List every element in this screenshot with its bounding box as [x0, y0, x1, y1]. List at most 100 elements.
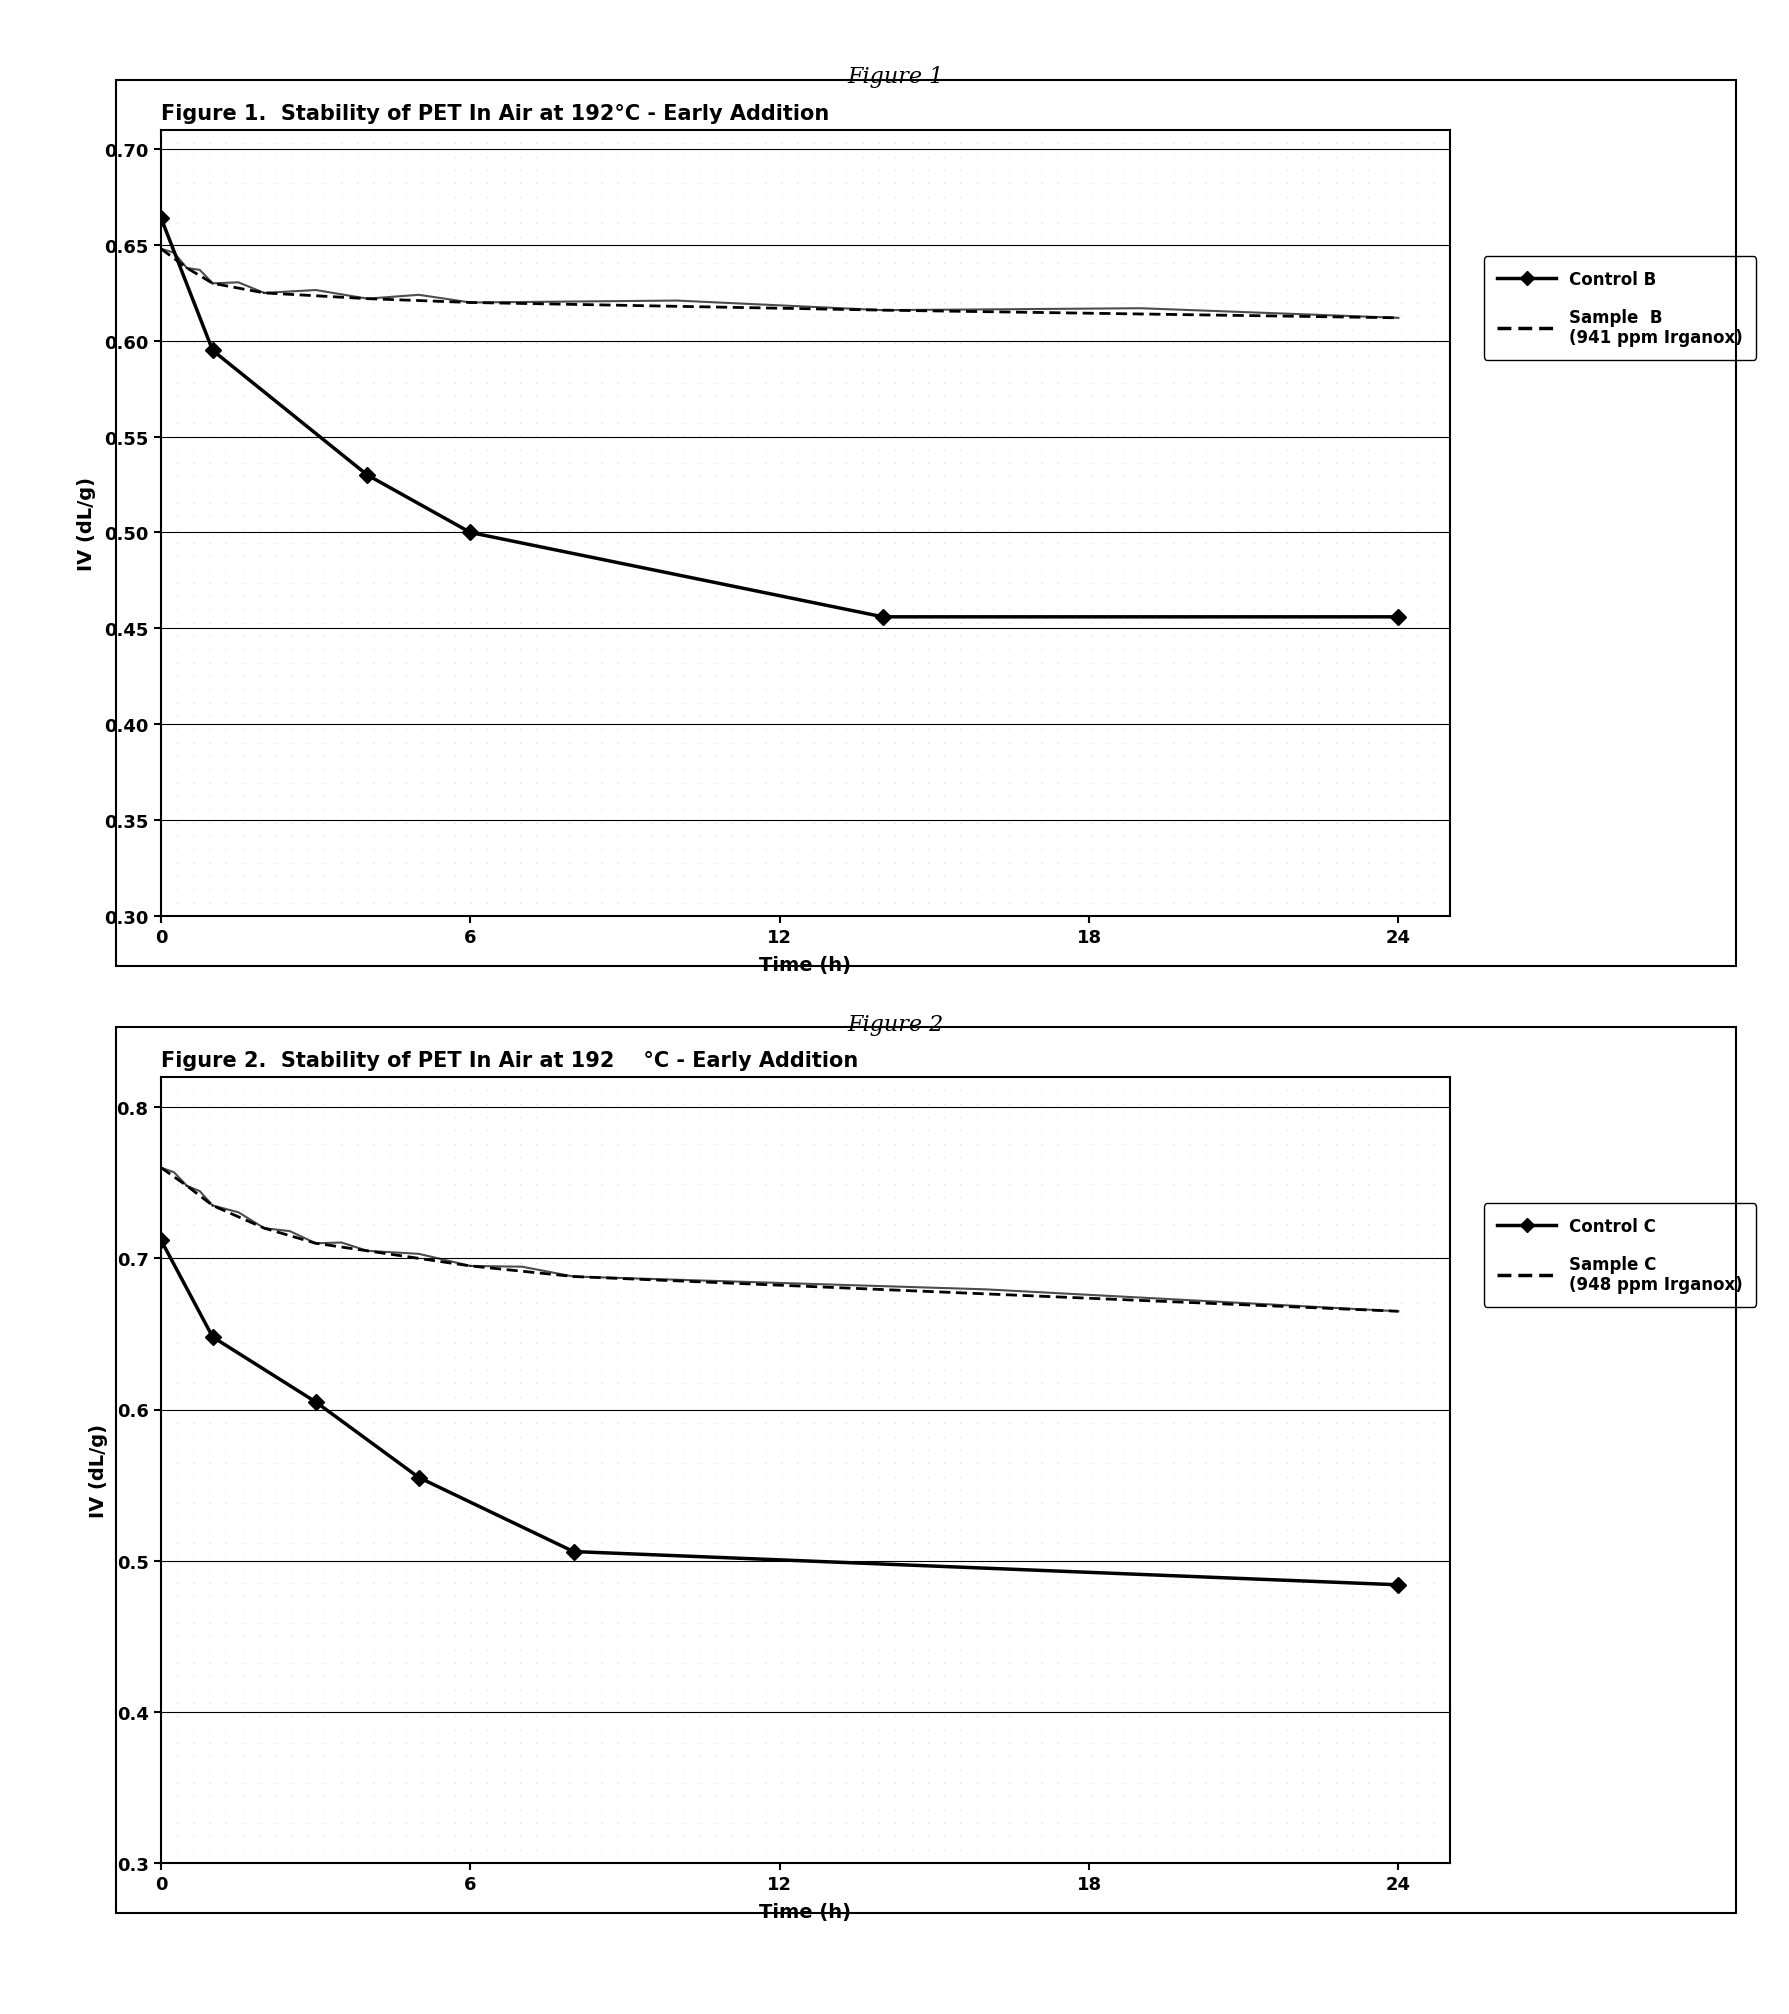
Point: [1224, 1220, 1252, 1253]
Point: [1224, 207, 1252, 240]
Point: [1435, 340, 1463, 373]
Point: [733, 1541, 762, 1573]
Point: [488, 1327, 517, 1359]
Point: [1419, 1754, 1447, 1786]
Point: [995, 1180, 1023, 1212]
Point: [488, 501, 517, 534]
Point: [163, 874, 191, 906]
Point: [928, 646, 957, 679]
Point: [424, 1567, 453, 1599]
Point: [848, 1700, 877, 1732]
Point: [912, 713, 941, 745]
Point: [864, 1647, 893, 1680]
Point: [163, 1567, 191, 1599]
Point: [1190, 407, 1218, 439]
Point: [342, 288, 370, 320]
Point: [816, 381, 844, 413]
Point: [685, 1220, 714, 1253]
Point: [195, 1088, 224, 1120]
Point: [1320, 314, 1349, 346]
Point: [358, 781, 386, 814]
Point: [733, 155, 762, 187]
Point: [392, 1061, 420, 1094]
Point: [1075, 1541, 1104, 1573]
Point: [342, 1847, 370, 1879]
Point: [1093, 820, 1122, 852]
Point: [896, 129, 925, 161]
Point: [424, 1301, 453, 1333]
Point: [326, 1235, 354, 1267]
Point: [571, 767, 599, 800]
Point: [408, 1408, 437, 1440]
Point: [1109, 1754, 1138, 1786]
Point: [979, 1353, 1007, 1386]
Point: [1206, 141, 1234, 173]
Point: [1109, 860, 1138, 892]
Point: [1206, 808, 1234, 840]
Point: [995, 1728, 1023, 1760]
Point: [701, 1420, 730, 1452]
Point: [1272, 1315, 1301, 1347]
Point: [1386, 514, 1415, 546]
Point: [424, 900, 453, 932]
Point: [800, 1341, 828, 1374]
Point: [766, 207, 794, 240]
Point: [896, 608, 925, 640]
Point: [1370, 274, 1399, 306]
Point: [1419, 262, 1447, 294]
Point: [1224, 528, 1252, 560]
Point: [1043, 554, 1072, 586]
Point: [1206, 167, 1234, 199]
Point: [1027, 886, 1056, 918]
Point: [1206, 1754, 1234, 1786]
Point: [1075, 1527, 1104, 1559]
Point: [1240, 608, 1268, 640]
Point: [506, 328, 535, 361]
Point: [1336, 461, 1365, 493]
Point: [587, 1434, 615, 1466]
Point: [488, 886, 517, 918]
Point: [147, 741, 175, 773]
Point: [456, 767, 485, 800]
Point: [766, 222, 794, 254]
Point: [506, 1102, 535, 1134]
Point: [669, 248, 698, 280]
Point: [147, 580, 175, 612]
Point: [1157, 1434, 1186, 1466]
Point: [1288, 1633, 1317, 1666]
Point: [1320, 1208, 1349, 1241]
Point: [309, 1847, 338, 1879]
Point: [1336, 369, 1365, 401]
Point: [179, 554, 208, 586]
Point: [962, 554, 991, 586]
Point: [995, 1541, 1023, 1573]
Point: [1352, 701, 1381, 733]
Point: [619, 874, 648, 906]
Point: [1027, 1142, 1056, 1174]
Point: [766, 1688, 794, 1720]
Point: [195, 421, 224, 453]
Point: [1435, 407, 1463, 439]
Point: [750, 1327, 778, 1359]
Point: [392, 1780, 420, 1813]
Point: [635, 886, 664, 918]
Point: [619, 1168, 648, 1200]
Point: [669, 727, 698, 759]
Point: [392, 302, 420, 334]
Point: [1206, 727, 1234, 759]
Point: [685, 1593, 714, 1625]
Point: [848, 421, 877, 453]
Point: [832, 395, 861, 427]
Point: [1109, 781, 1138, 814]
Point: [1059, 248, 1088, 280]
Point: [261, 1607, 290, 1639]
Point: [832, 1593, 861, 1625]
Point: [1206, 1102, 1234, 1134]
Point: [928, 1382, 957, 1414]
Point: [1435, 207, 1463, 240]
Point: [1288, 1555, 1317, 1587]
Point: [864, 753, 893, 785]
Point: [1272, 1581, 1301, 1613]
Point: [1256, 834, 1285, 866]
Point: [864, 1700, 893, 1732]
